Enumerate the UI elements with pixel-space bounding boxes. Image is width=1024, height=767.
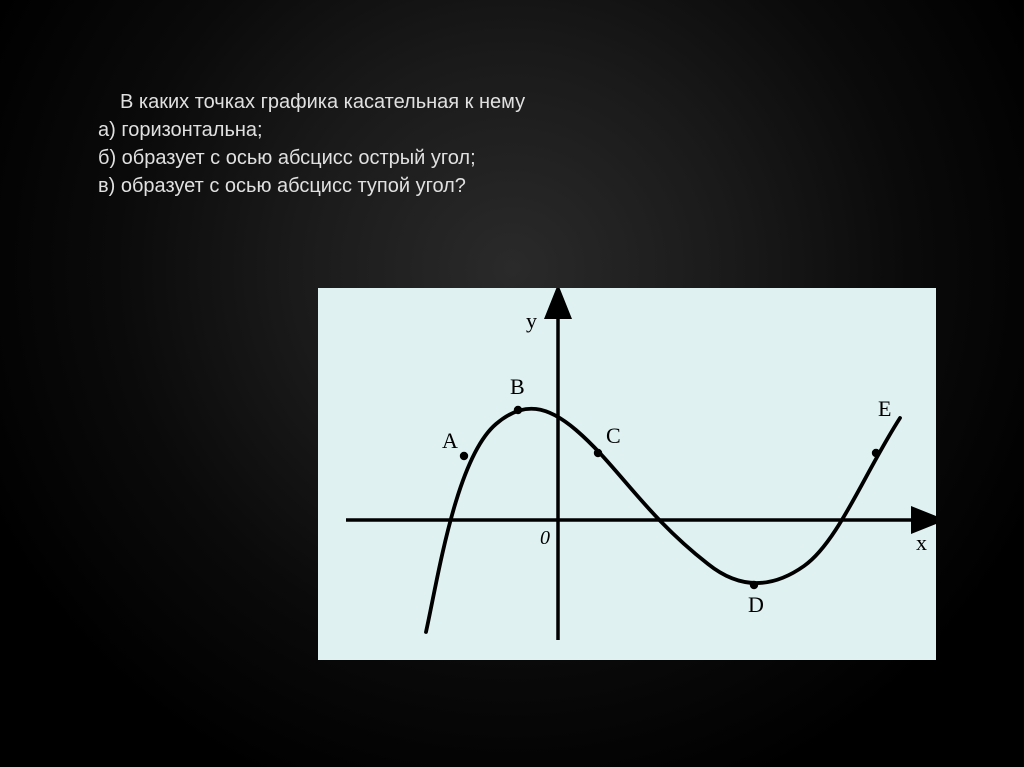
question-option-c: в) образует с осью абсцисс тупой угол? <box>98 172 525 200</box>
question-intro: В каких точках графика касательная к нем… <box>98 88 525 116</box>
point-label-e: E <box>878 396 891 421</box>
point-b <box>514 406 522 414</box>
chart-svg: y x 0 A B C D E <box>318 288 936 660</box>
point-label-a: A <box>442 428 458 453</box>
point-a <box>460 452 468 460</box>
chart-background <box>318 288 936 660</box>
origin-label: 0 <box>540 527 550 549</box>
x-axis-label: x <box>916 530 927 555</box>
y-axis-label: y <box>526 308 537 333</box>
question-text: В каких точках графика касательная к нем… <box>98 88 525 200</box>
chart-panel: y x 0 A B C D E <box>318 288 936 660</box>
point-label-c: C <box>606 423 621 448</box>
question-option-a: а) горизонтальна; <box>98 116 525 144</box>
question-option-b: б) образует с осью абсцисс острый угол; <box>98 144 525 172</box>
point-e <box>872 449 880 457</box>
point-label-b: B <box>510 374 525 399</box>
point-c <box>594 449 602 457</box>
point-d <box>750 581 758 589</box>
point-label-d: D <box>748 592 764 617</box>
